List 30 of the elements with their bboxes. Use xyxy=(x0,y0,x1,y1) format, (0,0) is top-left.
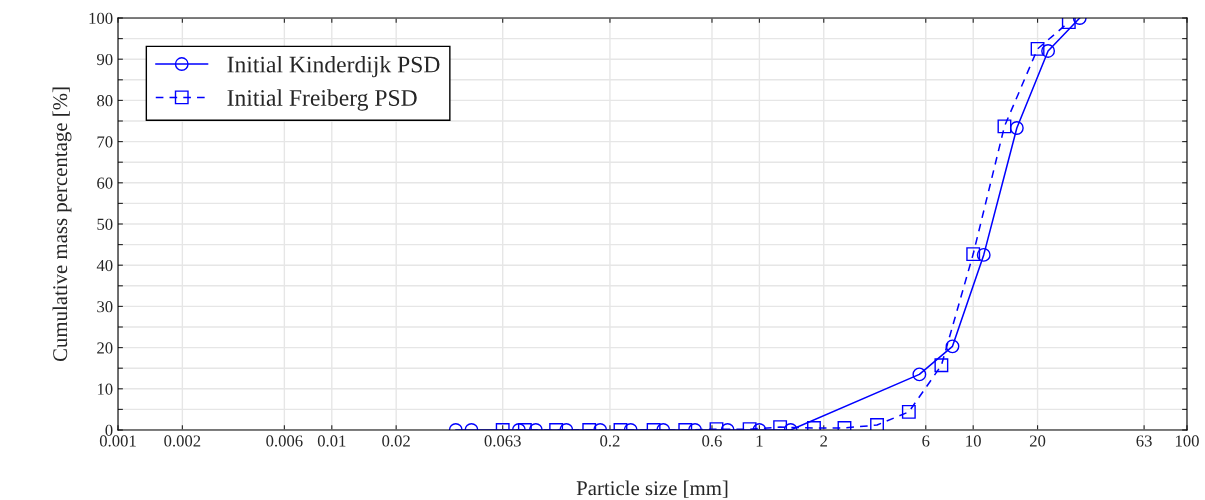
x-tick-label: 1 xyxy=(756,435,763,447)
x-tick-label: 0.063 xyxy=(484,435,521,447)
legend-label: Initial Kinderdijk PSD xyxy=(227,55,440,78)
x-tick-label: 10 xyxy=(966,435,981,447)
y-tick-label: 50 xyxy=(97,218,113,230)
y-tick-label: 0 xyxy=(105,424,113,436)
y-axis-title: Cumulative mass percentage [%] xyxy=(52,87,72,362)
x-tick-label: 0.6 xyxy=(702,435,722,447)
x-tick-label: 0.02 xyxy=(382,435,410,447)
x-tick-label: 0.006 xyxy=(266,435,303,447)
y-tick-label: 80 xyxy=(97,95,113,107)
x-tick-label: 0.01 xyxy=(317,435,346,447)
y-tick-label: 100 xyxy=(89,12,113,24)
x-axis-title: Particle size [mm] xyxy=(576,480,728,498)
y-tick-label: 30 xyxy=(97,301,113,313)
y-tick-label: 90 xyxy=(97,53,113,66)
y-tick-label: 70 xyxy=(97,136,113,148)
x-tick-label: 2 xyxy=(820,435,828,447)
y-tick-label: 60 xyxy=(97,177,113,189)
x-tick-label: 20 xyxy=(1029,435,1046,447)
x-tick-label: 0.2 xyxy=(600,435,620,447)
legend-label: Initial Freiberg PSD xyxy=(227,89,417,111)
y-tick-label: 40 xyxy=(96,259,113,272)
x-tick-label: 6 xyxy=(922,435,930,447)
x-tick-label: 0.002 xyxy=(164,435,201,447)
y-tick-label: 20 xyxy=(97,342,113,354)
x-tick-label: 100 xyxy=(1175,435,1199,447)
x-tick-label: 63 xyxy=(1136,435,1152,447)
x-tick-label: 0.001 xyxy=(99,435,136,447)
y-tick-label: 10 xyxy=(97,383,113,395)
